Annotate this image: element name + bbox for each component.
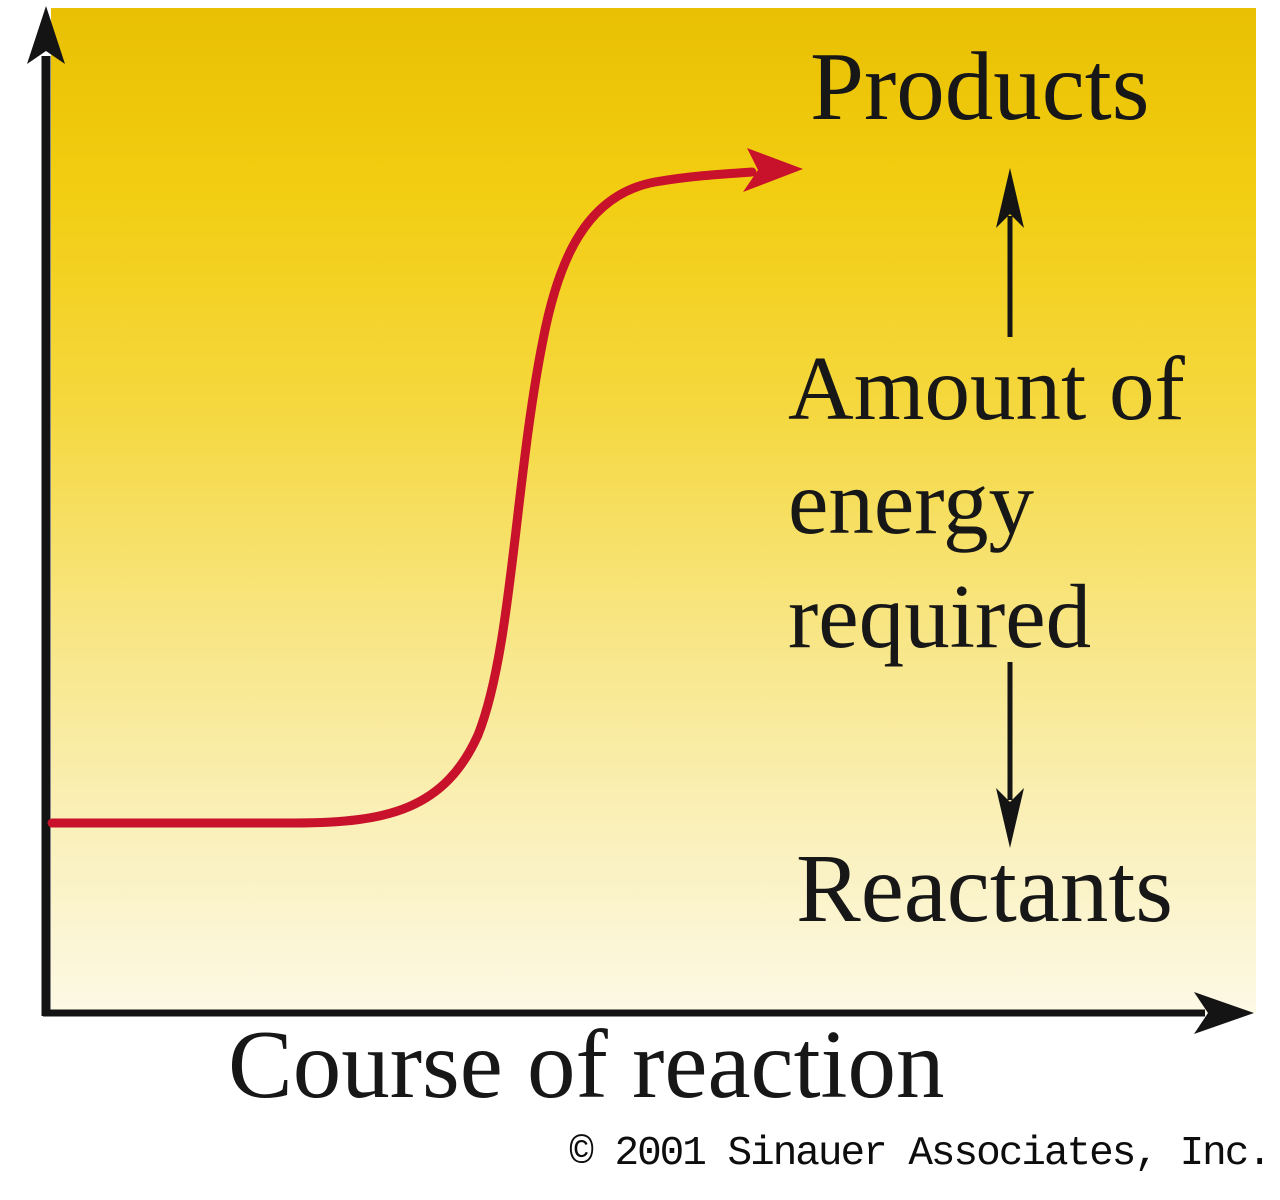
down-arrowhead-icon [996,788,1024,848]
x-axis-arrowhead-icon [1194,992,1254,1034]
products-label: Products [810,33,1150,140]
plot-area-gradient-panel [51,8,1256,1013]
energy-required-label: Amount of energy required [788,332,1185,674]
x-axis-title: Course of reaction [228,1011,945,1118]
reaction-curve [47,167,757,828]
energy-required-line1: Amount of [788,338,1185,439]
energy-required-line2: energy [788,452,1034,553]
curve-arrowhead-icon [743,148,803,192]
energy-required-line3: required [788,566,1092,667]
up-arrowhead-icon [996,168,1024,228]
y-axis-arrowhead-icon [27,6,65,64]
copyright-notice: © 2001 Sinauer Associates, Inc. [569,1131,1272,1177]
reactants-label: Reactants [796,835,1174,942]
